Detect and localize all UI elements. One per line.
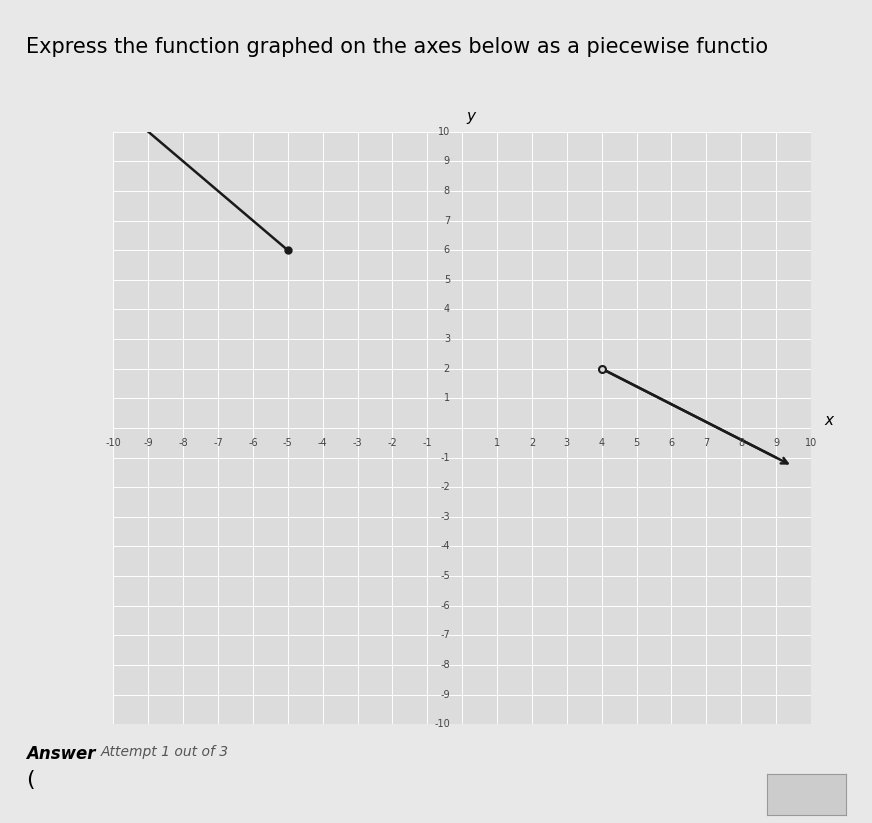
Text: Answer: Answer [26,745,96,763]
Text: 3: 3 [444,334,450,344]
Text: 2: 2 [444,364,450,374]
Text: -7: -7 [213,439,223,449]
Text: -8: -8 [178,439,188,449]
Text: 9: 9 [444,156,450,166]
Text: Express the function graphed on the axes below as a piecewise functio: Express the function graphed on the axes… [26,37,768,57]
Text: -10: -10 [434,719,450,729]
Text: x: x [824,413,833,428]
Text: 6: 6 [444,245,450,255]
Text: 2: 2 [528,439,535,449]
Text: y: y [467,109,475,124]
Text: 10: 10 [438,127,450,137]
Text: -6: -6 [248,439,258,449]
Text: -9: -9 [143,439,153,449]
Text: 10: 10 [805,439,817,449]
Text: 7: 7 [444,216,450,226]
Text: Attempt 1 out of 3: Attempt 1 out of 3 [100,745,228,759]
Text: 1: 1 [494,439,501,449]
Text: -5: -5 [283,439,293,449]
Text: -6: -6 [440,601,450,611]
Text: -3: -3 [440,512,450,522]
Text: -7: -7 [440,630,450,640]
Text: 6: 6 [668,439,675,449]
Text: -1: -1 [440,453,450,463]
Text: -2: -2 [440,482,450,492]
Text: -2: -2 [387,439,398,449]
Text: 1: 1 [444,393,450,403]
Text: -5: -5 [440,571,450,581]
Text: 4: 4 [444,305,450,314]
Text: -1: -1 [422,439,433,449]
Text: -4: -4 [317,439,328,449]
Text: -8: -8 [440,660,450,670]
Text: 5: 5 [444,275,450,285]
Text: (: ( [26,770,35,789]
Text: -3: -3 [352,439,363,449]
Text: -9: -9 [440,690,450,700]
Text: 5: 5 [633,439,640,449]
Text: 7: 7 [703,439,710,449]
Text: 4: 4 [598,439,605,449]
Text: 8: 8 [738,439,745,449]
Text: 8: 8 [444,186,450,196]
Text: 3: 3 [563,439,570,449]
Text: -10: -10 [106,439,121,449]
Text: -4: -4 [440,542,450,551]
Text: 9: 9 [773,439,780,449]
